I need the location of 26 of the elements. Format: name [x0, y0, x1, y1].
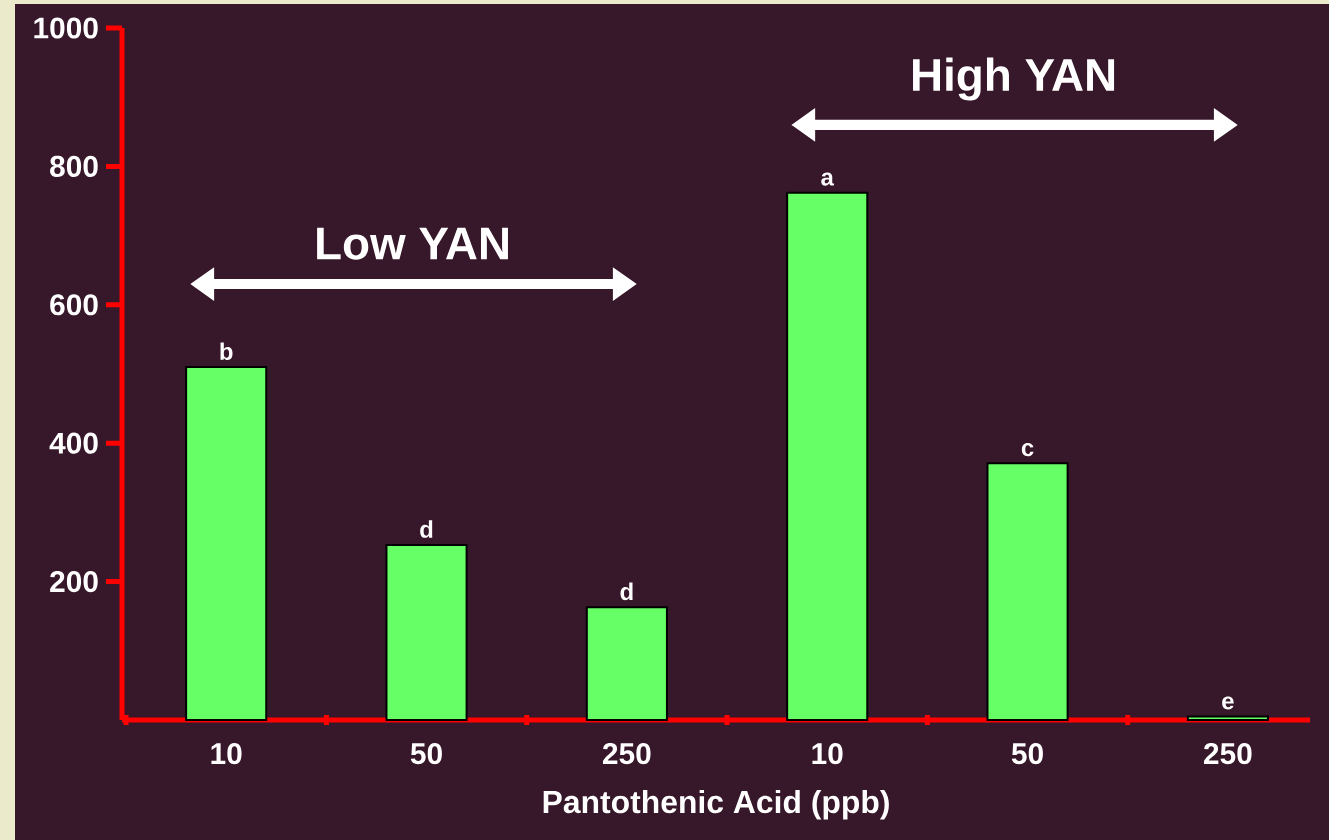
y-tick-label: 600 — [50, 294, 98, 316]
x-tick-label: 50 — [1011, 743, 1043, 765]
data-label: d — [620, 582, 633, 601]
bar — [385, 543, 468, 721]
bar — [1186, 715, 1269, 721]
data-label: e — [1222, 696, 1234, 710]
x-tick-label: 250 — [602, 743, 651, 765]
data-label: d — [420, 520, 433, 538]
bar — [585, 606, 668, 721]
bar — [786, 191, 869, 721]
x-tick-label: 250 — [1203, 743, 1252, 765]
y-tick-label: 800 — [50, 155, 98, 177]
bar — [185, 366, 268, 721]
bar — [986, 462, 1069, 721]
data-label: a — [821, 172, 834, 186]
data-label: b — [220, 342, 233, 361]
x-tick-label: 10 — [812, 743, 843, 765]
annotation: High YAN — [913, 57, 1115, 101]
y-tick-label: 400 — [49, 432, 98, 454]
annotation: Low YAN — [317, 227, 508, 260]
x-tick-label: 50 — [410, 743, 442, 765]
x-axis-title: Pantothenic Acid (ppb) — [543, 789, 889, 820]
y-tick-label: 200 — [50, 571, 98, 593]
x-tick-label: 10 — [211, 743, 242, 765]
data-label: c — [1021, 443, 1034, 457]
y-tick-label: 1000 — [34, 17, 98, 39]
